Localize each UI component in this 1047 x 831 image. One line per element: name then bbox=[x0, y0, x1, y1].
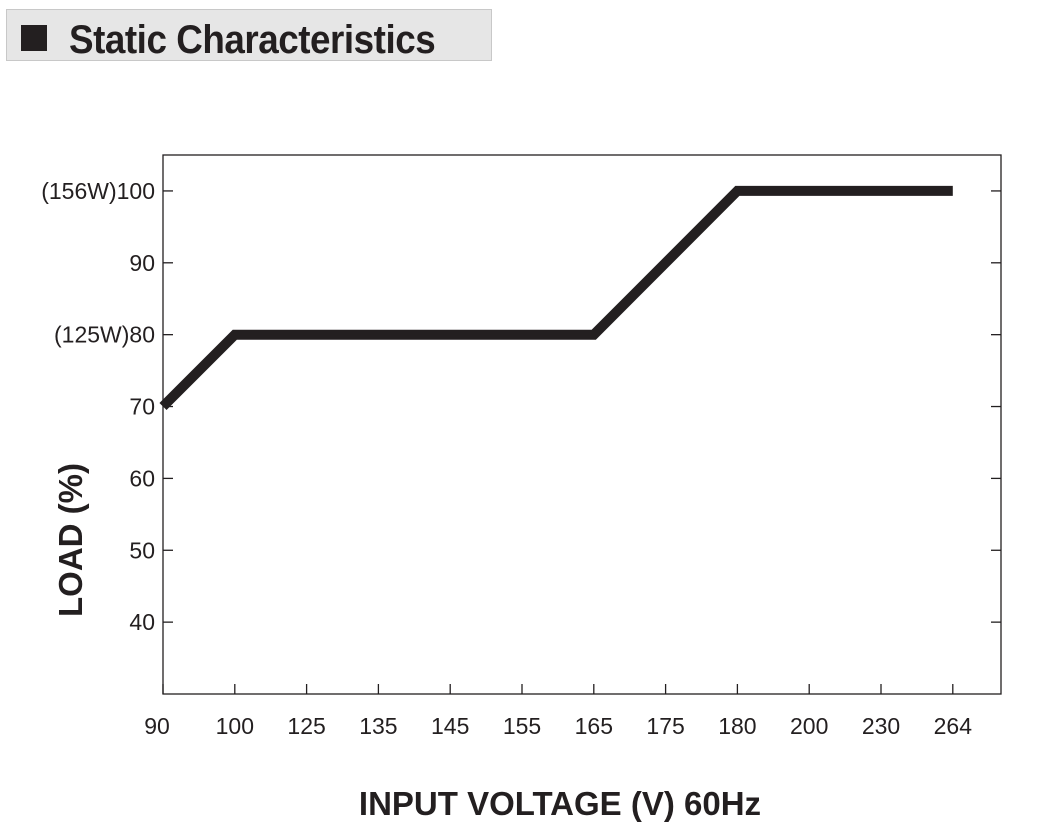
y-tick-label-100: (156W)100 bbox=[41, 178, 155, 204]
x-axis-title: INPUT VOLTAGE (V) 60Hz bbox=[359, 785, 761, 822]
y-tick-label-40: 40 bbox=[129, 609, 155, 635]
y-axis-title: LOAD (%) bbox=[52, 463, 89, 617]
x-tick-label-264: 264 bbox=[934, 713, 973, 739]
y-tick-label-90: 90 bbox=[129, 250, 155, 276]
x-tick-label-175: 175 bbox=[646, 713, 684, 739]
section-header: Static Characteristics bbox=[6, 9, 492, 62]
x-tick-label-135: 135 bbox=[359, 713, 397, 739]
series-group bbox=[159, 185, 953, 411]
x-tick-label-200: 200 bbox=[790, 713, 828, 739]
section-title: Static Characteristics bbox=[69, 18, 436, 62]
y-tick-label-50: 50 bbox=[129, 537, 155, 563]
y-tick-label-60: 60 bbox=[129, 465, 155, 491]
y-tick-label-70: 70 bbox=[129, 394, 155, 420]
x-tick-label-165: 165 bbox=[575, 713, 613, 739]
series-line-0 bbox=[159, 185, 953, 411]
x-tick-label-145: 145 bbox=[431, 713, 469, 739]
x-axis-ticks: 90 100 125 135 145 155 165 175 180 200 230 264 bbox=[144, 684, 972, 739]
x-tick-label-230: 230 bbox=[862, 713, 900, 739]
x-tick-label-155: 155 bbox=[503, 713, 541, 739]
y-axis-ticks: (156W)100 90 (125W)80 70 60 50 40 bbox=[41, 178, 1001, 635]
x-tick-label-100: 100 bbox=[216, 713, 254, 739]
x-tick-label-180: 180 bbox=[718, 713, 756, 739]
x-tick-label-125: 125 bbox=[287, 713, 325, 739]
x-tick-label-90: 90 bbox=[144, 713, 170, 739]
header-square-bullet-icon bbox=[21, 25, 47, 51]
y-tick-label-80: (125W)80 bbox=[54, 322, 155, 348]
plot-frame bbox=[162, 154, 1002, 695]
